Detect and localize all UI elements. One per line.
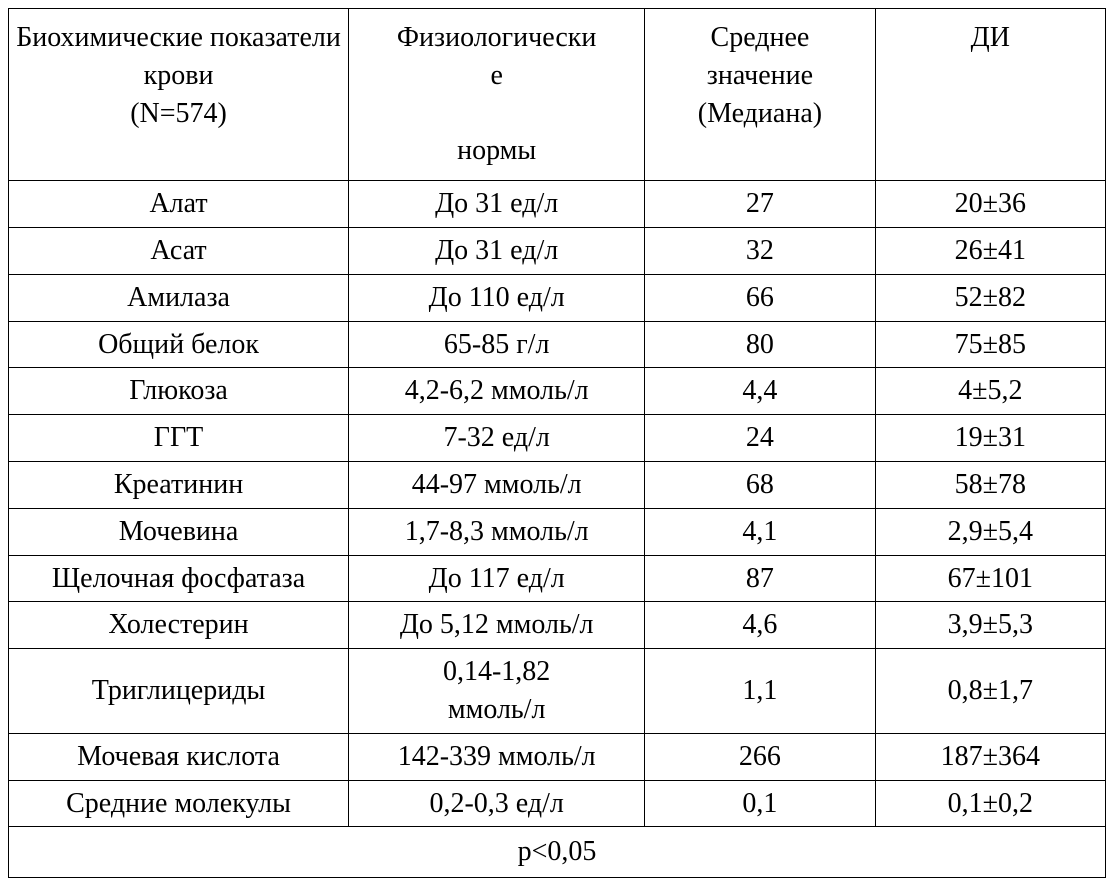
cell-mean: 24 xyxy=(645,415,875,462)
cell-mean: 66 xyxy=(645,274,875,321)
header-indicator-line1: Биохимические показатели крови xyxy=(16,22,341,91)
cell-mean: 68 xyxy=(645,461,875,508)
header-ci-label: ДИ xyxy=(971,22,1010,53)
table-row: Холестерин До 5,12 ммоль/л 4,6 3,9±5,3 xyxy=(9,602,1106,649)
cell-norm: 44-97 ммоль/л xyxy=(349,461,645,508)
cell-mean: 4,1 xyxy=(645,508,875,555)
cell-norm: До 31 ед/л xyxy=(349,181,645,228)
cell-ci: 0,8±1,7 xyxy=(875,649,1105,734)
cell-norm: 65-85 г/л xyxy=(349,321,645,368)
table-row: Щелочная фосфатаза До 117 ед/л 87 67±101 xyxy=(9,555,1106,602)
cell-ci: 20±36 xyxy=(875,181,1105,228)
header-ci: ДИ xyxy=(875,9,1105,181)
cell-norm-line1: 0,14-1,82 xyxy=(443,656,550,687)
cell-mean: 27 xyxy=(645,181,875,228)
cell-indicator: Триглицериды xyxy=(9,649,349,734)
cell-mean: 0,1 xyxy=(645,780,875,827)
cell-ci: 26±41 xyxy=(875,227,1105,274)
cell-indicator: Мочевая кислота xyxy=(9,733,349,780)
cell-norm: 4,2-6,2 ммоль/л xyxy=(349,368,645,415)
header-mean: Среднее значение (Медиана) xyxy=(645,9,875,181)
cell-ci: 75±85 xyxy=(875,321,1105,368)
cell-indicator: Щелочная фосфатаза xyxy=(9,555,349,602)
biochem-table: Биохимические показатели крови (N=574) Ф… xyxy=(8,8,1106,878)
table-row: Глюкоза 4,2-6,2 ммоль/л 4,4 4±5,2 xyxy=(9,368,1106,415)
header-indicator-line2: (N=574) xyxy=(130,98,227,129)
footer-pvalue: p<0,05 xyxy=(9,827,1106,878)
cell-mean: 4,6 xyxy=(645,602,875,649)
header-mean-line1: Среднее xyxy=(711,22,810,53)
cell-ci: 3,9±5,3 xyxy=(875,602,1105,649)
table-body: Алат До 31 ед/л 27 20±36 Асат До 31 ед/л… xyxy=(9,181,1106,878)
table-row: Асат До 31 ед/л 32 26±41 xyxy=(9,227,1106,274)
cell-norm: 1,7-8,3 ммоль/л xyxy=(349,508,645,555)
table-row: ГГТ 7-32 ед/л 24 19±31 xyxy=(9,415,1106,462)
cell-ci: 2,9±5,4 xyxy=(875,508,1105,555)
table-row: Мочевая кислота 142-339 ммоль/л 266 187±… xyxy=(9,733,1106,780)
cell-norm: 7-32 ед/л xyxy=(349,415,645,462)
cell-indicator: Глюкоза xyxy=(9,368,349,415)
cell-ci: 187±364 xyxy=(875,733,1105,780)
cell-ci: 58±78 xyxy=(875,461,1105,508)
cell-indicator: Общий белок xyxy=(9,321,349,368)
cell-norm: До 5,12 ммоль/л xyxy=(349,602,645,649)
table-row: Средние молекулы 0,2-0,3 ед/л 0,1 0,1±0,… xyxy=(9,780,1106,827)
header-mean-line2: значение xyxy=(707,60,813,91)
table-row: Креатинин 44-97 ммоль/л 68 58±78 xyxy=(9,461,1106,508)
cell-norm: До 117 ед/л xyxy=(349,555,645,602)
cell-indicator: Креатинин xyxy=(9,461,349,508)
header-norms-line3: нормы xyxy=(457,135,536,166)
cell-ci: 0,1±0,2 xyxy=(875,780,1105,827)
cell-indicator: Средние молекулы xyxy=(9,780,349,827)
cell-ci: 52±82 xyxy=(875,274,1105,321)
header-norms-line1: Физиологически xyxy=(397,22,596,53)
cell-ci: 4±5,2 xyxy=(875,368,1105,415)
cell-norm: 0,14-1,82 ммоль/л xyxy=(349,649,645,734)
table-footer-row: p<0,05 xyxy=(9,827,1106,878)
cell-ci: 67±101 xyxy=(875,555,1105,602)
cell-norm: 0,2-0,3 ед/л xyxy=(349,780,645,827)
cell-mean: 1,1 xyxy=(645,649,875,734)
cell-norm: До 110 ед/л xyxy=(349,274,645,321)
cell-mean: 266 xyxy=(645,733,875,780)
table-row: Мочевина 1,7-8,3 ммоль/л 4,1 2,9±5,4 xyxy=(9,508,1106,555)
table-row: Амилаза До 110 ед/л 66 52±82 xyxy=(9,274,1106,321)
header-norms: Физиологически е нормы xyxy=(349,9,645,181)
cell-indicator: Асат xyxy=(9,227,349,274)
table-header-row: Биохимические показатели крови (N=574) Ф… xyxy=(9,9,1106,181)
cell-mean: 80 xyxy=(645,321,875,368)
cell-norm: До 31 ед/л xyxy=(349,227,645,274)
cell-mean: 87 xyxy=(645,555,875,602)
cell-mean: 32 xyxy=(645,227,875,274)
cell-indicator: Мочевина xyxy=(9,508,349,555)
table-row: Триглицериды 0,14-1,82 ммоль/л 1,1 0,8±1… xyxy=(9,649,1106,734)
cell-norm: 142-339 ммоль/л xyxy=(349,733,645,780)
header-norms-line2: е xyxy=(490,60,502,91)
cell-mean: 4,4 xyxy=(645,368,875,415)
cell-indicator: Холестерин xyxy=(9,602,349,649)
cell-indicator: Алат xyxy=(9,181,349,228)
cell-indicator: ГГТ xyxy=(9,415,349,462)
header-mean-line3: (Медиана) xyxy=(698,98,822,129)
cell-indicator: Амилаза xyxy=(9,274,349,321)
cell-norm-line2: ммоль/л xyxy=(448,694,546,725)
table-row: Общий белок 65-85 г/л 80 75±85 xyxy=(9,321,1106,368)
cell-ci: 19±31 xyxy=(875,415,1105,462)
table-row: Алат До 31 ед/л 27 20±36 xyxy=(9,181,1106,228)
header-indicator: Биохимические показатели крови (N=574) xyxy=(9,9,349,181)
